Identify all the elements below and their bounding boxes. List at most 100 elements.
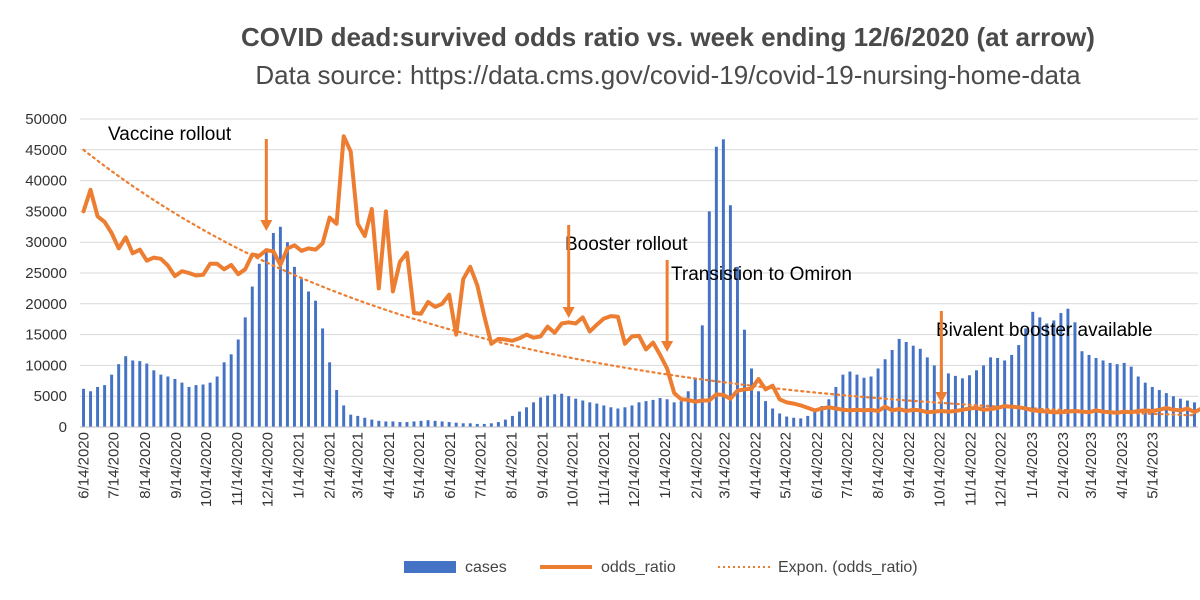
cases-bar bbox=[869, 376, 873, 427]
cases-bar bbox=[468, 423, 472, 427]
cases-bar bbox=[138, 361, 142, 427]
cases-bar bbox=[475, 423, 479, 427]
cases-bar bbox=[1066, 308, 1070, 427]
cases-bar bbox=[1136, 376, 1140, 427]
cases-bar bbox=[1115, 364, 1119, 427]
cases-bar bbox=[630, 405, 634, 427]
y-tick-label: 50000 bbox=[25, 111, 67, 128]
cases-bar bbox=[1193, 402, 1196, 427]
cases-bar bbox=[349, 414, 353, 427]
cases-bar bbox=[679, 401, 683, 427]
cases-bar bbox=[982, 365, 986, 427]
cases-bar bbox=[461, 423, 465, 427]
cases-bar bbox=[728, 205, 732, 427]
y-tick-label: 0 bbox=[59, 419, 67, 436]
cases-bar bbox=[848, 371, 852, 427]
cases-bar bbox=[96, 386, 100, 427]
cases-bar bbox=[890, 350, 894, 427]
cases-bar bbox=[117, 364, 121, 427]
cases-bar bbox=[735, 266, 739, 427]
cases-bar bbox=[187, 386, 191, 427]
cases-bar bbox=[1003, 360, 1007, 427]
cases-bar bbox=[264, 248, 268, 427]
x-tick-label: 2/14/2023 bbox=[1055, 432, 1072, 499]
y-tick-label: 20000 bbox=[25, 296, 67, 313]
cases-bar bbox=[292, 266, 296, 427]
annotations: Vaccine rollout Booster rollout Transistio… bbox=[108, 124, 1153, 403]
x-tick-label: 4/14/2023 bbox=[1114, 432, 1131, 499]
cases-bar bbox=[412, 421, 416, 427]
cases-bar bbox=[567, 396, 571, 427]
x-tick-label: 12/14/2022 bbox=[993, 432, 1010, 507]
cases-bar bbox=[103, 385, 107, 427]
cases-bar bbox=[799, 418, 803, 427]
cases-bar bbox=[883, 359, 887, 427]
x-axis-tick-labels: 6/14/2020 7/14/2020 8/14/2020 9/14/2020 10/1… bbox=[76, 432, 1162, 507]
cases-bar bbox=[173, 378, 177, 427]
cases-bar bbox=[328, 362, 332, 427]
legend: cases odds_ratio Expon. (odds_ratio) bbox=[404, 559, 918, 576]
x-tick-label: 10/14/2021 bbox=[565, 432, 582, 507]
cases-bar bbox=[595, 403, 599, 427]
cases-bar bbox=[384, 421, 388, 427]
cases-bar bbox=[975, 370, 978, 427]
cases-bars bbox=[82, 139, 1196, 427]
cases-bar bbox=[989, 357, 993, 427]
cases-bar bbox=[644, 401, 648, 427]
x-tick-label: 6/14/2022 bbox=[809, 432, 826, 499]
cases-bar bbox=[440, 421, 444, 427]
cases-bar bbox=[307, 291, 310, 427]
cases-bar bbox=[932, 365, 936, 427]
x-tick-label: 11/14/2022 bbox=[963, 432, 980, 506]
x-tick-label: 5/14/2021 bbox=[411, 432, 428, 499]
cases-bar bbox=[665, 399, 669, 427]
annotation-arrow-head bbox=[260, 220, 273, 231]
cases-bar bbox=[489, 423, 493, 427]
x-tick-label: 8/14/2022 bbox=[870, 432, 887, 499]
cases-bar bbox=[525, 407, 528, 427]
cases-bar bbox=[721, 139, 725, 427]
y-tick-label: 10000 bbox=[25, 357, 67, 374]
cases-bar bbox=[616, 408, 620, 427]
x-tick-label: 9/14/2022 bbox=[901, 432, 918, 499]
cases-bar bbox=[686, 391, 690, 427]
x-tick-label: 9/14/2020 bbox=[168, 432, 185, 499]
cases-bar bbox=[278, 226, 282, 427]
y-tick-label: 35000 bbox=[25, 203, 67, 220]
cases-bar bbox=[539, 397, 543, 427]
y-tick-label: 25000 bbox=[25, 265, 67, 282]
x-tick-label: 7/14/2021 bbox=[472, 432, 489, 499]
cases-bar bbox=[1031, 311, 1035, 427]
cases-bar bbox=[1087, 354, 1091, 427]
legend-cases-swatch bbox=[404, 561, 456, 573]
annotation-arrow-head bbox=[935, 392, 948, 403]
annotation: Booster rollout bbox=[562, 225, 688, 318]
trendline bbox=[82, 148, 1196, 417]
cases-bar bbox=[714, 146, 718, 427]
cases-bar bbox=[750, 368, 753, 427]
cases-bar bbox=[377, 420, 381, 427]
cases-bar bbox=[1122, 362, 1126, 427]
cases-bar bbox=[1164, 393, 1168, 427]
cases-bar bbox=[405, 422, 409, 427]
cases-bar bbox=[447, 422, 451, 427]
cases-bar bbox=[482, 423, 486, 427]
cases-bar bbox=[89, 391, 93, 427]
cases-bar bbox=[1038, 317, 1042, 427]
annotation-label: Bivalent booster available bbox=[936, 320, 1153, 341]
cases-bar bbox=[968, 375, 971, 427]
cases-bar bbox=[1080, 351, 1084, 427]
x-tick-label: 1/14/2022 bbox=[657, 432, 674, 499]
cases-bar bbox=[574, 398, 578, 427]
cases-bar bbox=[321, 328, 325, 427]
cases-bar bbox=[1059, 313, 1063, 427]
cases-bar bbox=[820, 406, 824, 427]
cases-bar bbox=[602, 405, 606, 427]
cases-bar bbox=[271, 232, 275, 427]
cases-bar bbox=[1024, 328, 1028, 427]
y-tick-label: 15000 bbox=[25, 327, 67, 344]
cases-bar bbox=[588, 402, 592, 427]
cases-bar bbox=[581, 400, 585, 427]
cases-bar bbox=[813, 410, 817, 427]
